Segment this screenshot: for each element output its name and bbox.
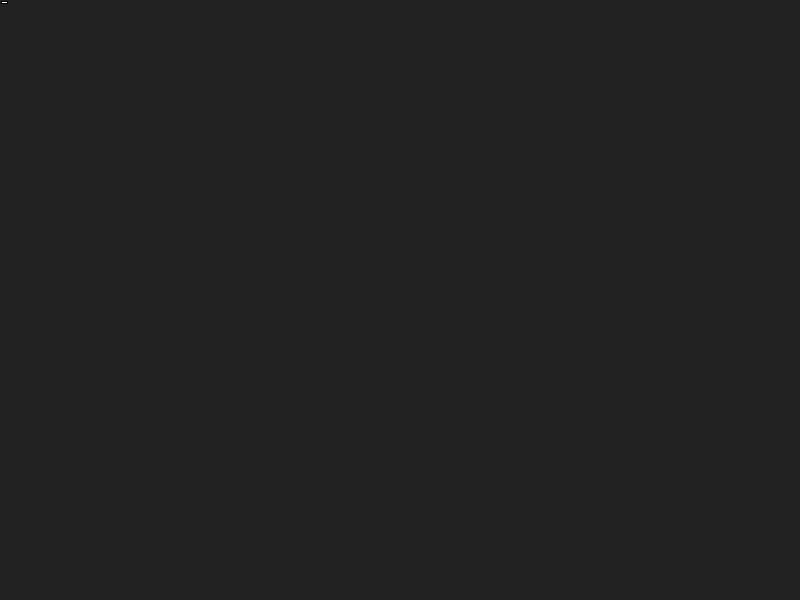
generated-timestamp-label [1,1,8,4]
